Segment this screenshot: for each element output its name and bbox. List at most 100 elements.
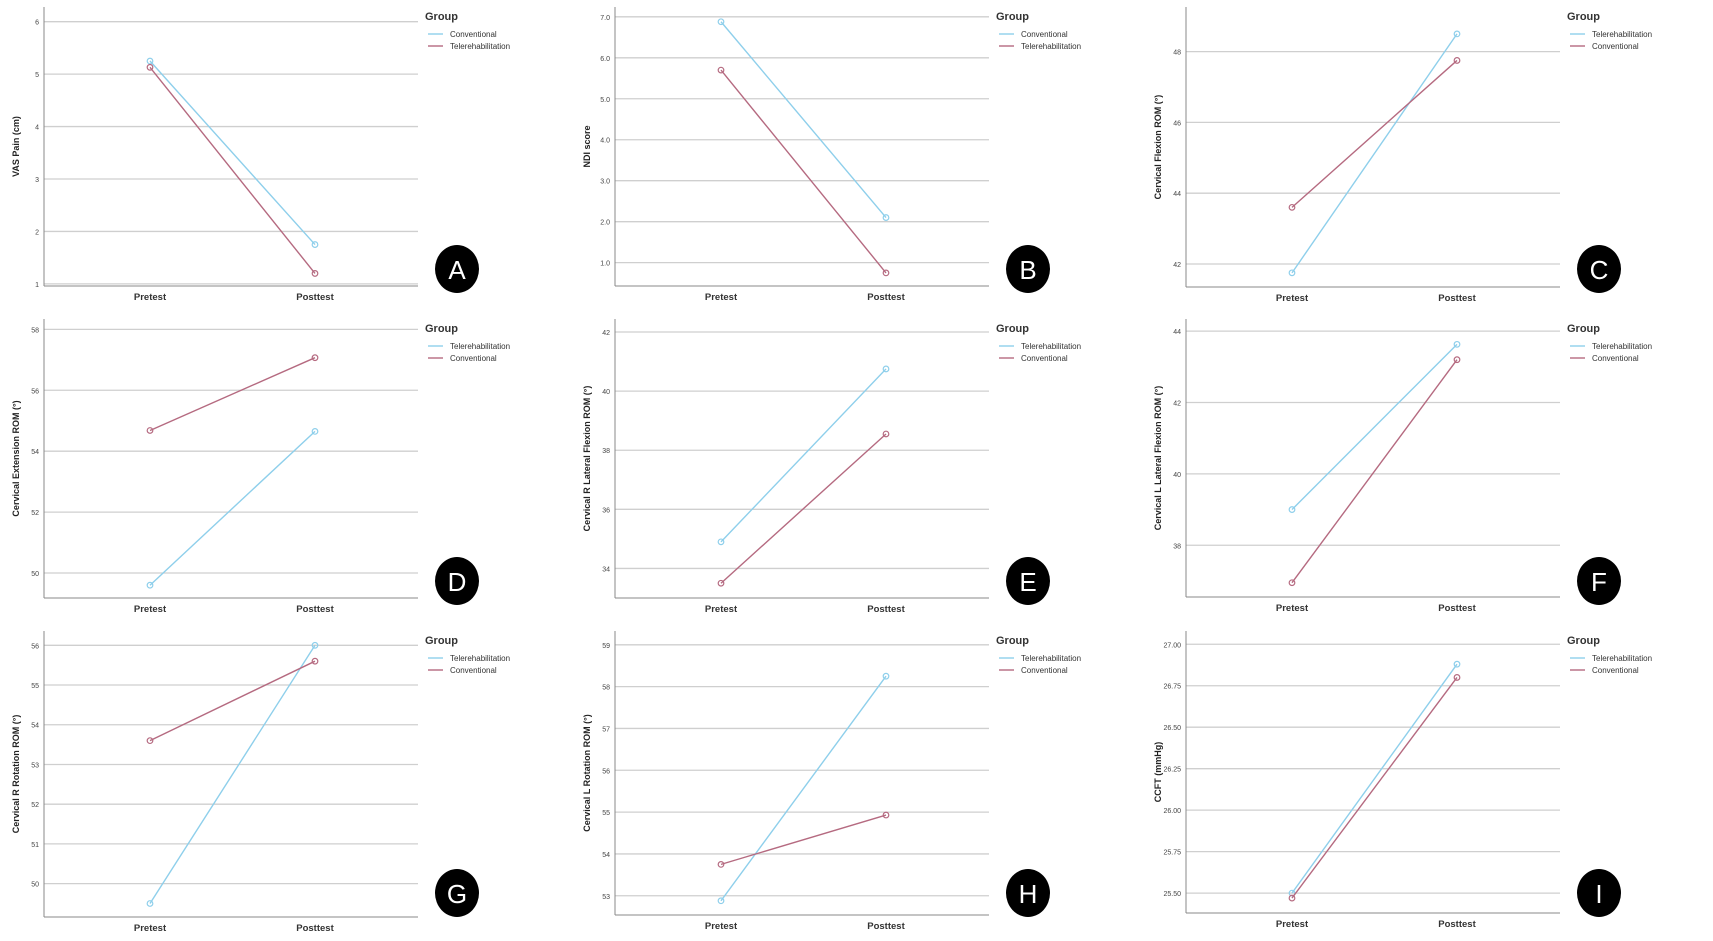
y-tick-label: 36 [602, 507, 610, 514]
y-axis-label: Cervical Extension ROM (°) [11, 400, 21, 516]
data-point-telerehabilitation [311, 427, 319, 435]
series-line-conventional [720, 433, 887, 584]
y-tick-label: 3.0 [600, 179, 610, 186]
y-tick-label: 1.0 [600, 261, 610, 268]
panel-badge [1577, 245, 1621, 293]
series-line-conventional [720, 21, 887, 219]
x-tick-label: Posttest [867, 292, 905, 303]
legend-title: Group [1567, 323, 1600, 335]
y-tick-label: 6 [35, 20, 39, 27]
data-point-conventional [1288, 579, 1296, 587]
y-tick-label: 38 [602, 448, 610, 455]
data-point-telerehabilitation [146, 63, 154, 71]
series-line-conventional [1291, 359, 1458, 584]
legend-item: Conventional [1021, 354, 1068, 363]
panel-badge [1006, 557, 1050, 605]
x-tick-label: Posttest [296, 292, 334, 303]
legend-title: Group [1567, 11, 1600, 23]
chart-panel-b: 1.0 2.0 3.0 4.0 5.0 6.0 7.0 Pretest Posttest NDI … [571, 0, 1142, 312]
y-tick-label: 56 [602, 768, 610, 775]
panel-letter: A [448, 255, 466, 285]
y-tick-label: 25.50 [1163, 891, 1181, 898]
y-axis-label: Cervical R Rotation ROM (°) [11, 715, 21, 834]
panel-badge [1006, 869, 1050, 917]
panel-letter: C [1590, 255, 1609, 285]
data-point-telerehabilitation [1288, 506, 1296, 513]
y-tick-label: 4.0 [600, 138, 610, 145]
chart-svg: 1 2 3 4 5 6 Pretest Posttest VAS Pain (cm) Group C… [11, 7, 510, 303]
y-tick-label: 26.00 [1163, 808, 1181, 815]
y-tick-label: 51 [31, 842, 39, 849]
data-point-conventional [717, 18, 725, 26]
y-tick-label: 42 [602, 330, 610, 337]
series-line-telerehabilitation [1291, 343, 1458, 511]
x-tick-label: Posttest [1438, 919, 1476, 930]
data-point-conventional [146, 57, 154, 65]
y-axis-label: CCFT (mmHg) [1153, 742, 1163, 803]
data-point-telerehabilitation [311, 270, 319, 277]
data-point-telerehabilitation [1288, 889, 1296, 897]
y-tick-label: 53 [602, 894, 610, 901]
legend-item: Telerehabilitation [450, 342, 510, 351]
legend-item: Conventional [450, 30, 497, 39]
y-tick-label: 56 [31, 643, 39, 650]
data-point-telerehabilitation [717, 897, 725, 905]
y-tick-label: 46 [1173, 120, 1181, 127]
data-point-telerehabilitation [146, 581, 154, 589]
panel-badge [435, 557, 479, 605]
panel-letter: I [1595, 879, 1602, 909]
legend-item: Conventional [450, 354, 497, 363]
panel-letter: D [448, 567, 467, 597]
y-tick-label: 50 [31, 571, 39, 578]
y-tick-label: 42 [1173, 401, 1181, 408]
y-axis-label: Cervical Flexion ROM (°) [1153, 95, 1163, 200]
y-axis-label: Cervical R Lateral Flexion ROM (°) [582, 386, 592, 532]
panel-badge [435, 869, 479, 917]
data-point-telerehabilitation [1453, 340, 1461, 348]
y-tick-label: 7.0 [600, 15, 610, 22]
y-tick-label: 4 [35, 125, 39, 132]
y-tick-label: 55 [602, 810, 610, 817]
legend-title: Group [1567, 635, 1600, 647]
panel-badge [435, 245, 479, 293]
panel-badge [1006, 245, 1050, 293]
data-point-telerehabilitation [717, 66, 725, 74]
y-tick-label: 6.0 [600, 56, 610, 63]
y-tick-label: 53 [31, 762, 39, 769]
data-point-conventional [717, 579, 725, 587]
legend-title: Group [425, 323, 458, 335]
y-tick-label: 1 [35, 282, 39, 289]
series-line-conventional [149, 60, 316, 246]
legend-item: Conventional [1592, 666, 1639, 675]
y-tick-label: 26.75 [1163, 684, 1181, 691]
series-line-telerehabilitation [149, 644, 316, 904]
y-tick-label: 26.25 [1163, 767, 1181, 774]
legend-title: Group [996, 11, 1029, 23]
y-tick-label: 40 [602, 389, 610, 396]
series-line-conventional [149, 660, 316, 742]
x-tick-label: Posttest [296, 604, 334, 615]
panel-letter: B [1019, 255, 1036, 285]
chart-svg: 34 36 38 40 42 Pretest Posttest Cervical R Late… [582, 319, 1081, 615]
series-line-conventional [1291, 677, 1458, 899]
legend-item: Conventional [1592, 42, 1639, 51]
series-line-conventional [1291, 59, 1458, 208]
x-tick-label: Pretest [705, 604, 738, 615]
y-tick-label: 3 [35, 177, 39, 184]
x-tick-label: Pretest [1276, 603, 1309, 614]
legend-item: Telerehabilitation [1021, 42, 1081, 51]
data-point-conventional [311, 241, 319, 248]
chart-panel-g: 50 51 52 53 54 55 56 Pretest Posttest Cervical R … [0, 624, 571, 936]
data-point-conventional [1453, 57, 1461, 64]
legend-item: Conventional [450, 666, 497, 675]
data-point-conventional [882, 430, 890, 438]
chart-svg: 42 44 46 48 Pretest Posttest Cervical Flexion … [1153, 7, 1652, 304]
series-line-telerehabilitation [720, 69, 887, 274]
legend-title: Group [996, 323, 1029, 335]
chart-panel-e: 34 36 38 40 42 Pretest Posttest Cervical R Late… [571, 312, 1142, 624]
data-point-telerehabilitation [1453, 660, 1461, 668]
y-tick-label: 50 [31, 882, 39, 889]
chart-svg: 50 52 54 56 58 Pretest Posttest Cervical Extens… [11, 319, 510, 615]
legend-item: Conventional [1021, 30, 1068, 39]
x-tick-label: Posttest [867, 604, 905, 615]
